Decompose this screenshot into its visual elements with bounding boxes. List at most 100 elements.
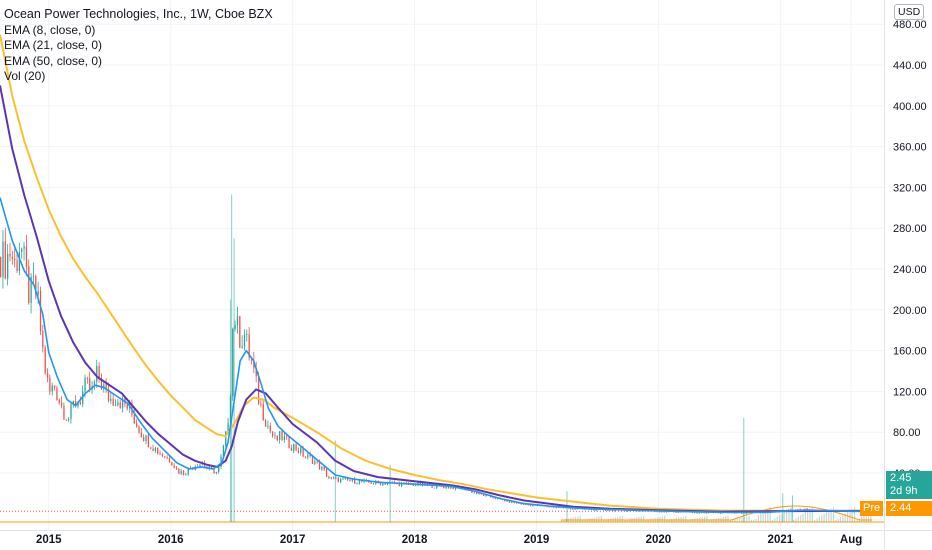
volume-bar	[856, 520, 858, 522]
candle-body	[68, 418, 70, 420]
volume-bar	[771, 520, 774, 522]
candle-body	[192, 468, 194, 470]
volume-bar	[795, 518, 797, 522]
volume-bar	[837, 518, 839, 522]
time-tick-label: 2021	[768, 534, 794, 546]
volume-bar	[769, 507, 771, 522]
volume-bar	[600, 516, 602, 522]
candle-body	[665, 511, 668, 513]
candle-body	[281, 431, 283, 441]
volume-bar	[800, 515, 802, 522]
candle-body	[114, 405, 117, 406]
candle-body	[239, 316, 241, 348]
candle-body	[302, 447, 304, 457]
chart-legend: Ocean Power Technologies, Inc., 1W, Cboe…	[4, 7, 273, 85]
candle-body	[347, 478, 349, 481]
volume-bar	[725, 516, 727, 522]
volume-bar	[830, 508, 832, 522]
candle-body	[225, 431, 227, 446]
candle-body	[382, 483, 384, 486]
candle-body	[325, 469, 328, 477]
candle-body	[307, 454, 309, 458]
candle-body	[471, 490, 473, 493]
candle-body	[340, 478, 342, 483]
time-tick-label: 2019	[524, 534, 550, 546]
candle-body	[65, 419, 67, 421]
ema50-legend[interactable]: EMA (50, close, 0)	[4, 53, 103, 68]
candle-body	[386, 483, 389, 485]
candle-body	[450, 486, 452, 489]
candle-body	[264, 420, 267, 427]
volume-bar	[816, 518, 818, 522]
volume-bar	[865, 513, 867, 522]
volume-bar	[577, 516, 579, 522]
volume-bar	[781, 513, 783, 522]
candle-body	[246, 334, 248, 335]
candle-body	[173, 465, 175, 468]
candle-body	[593, 509, 595, 511]
candle-body	[447, 486, 450, 489]
volume-bar	[645, 520, 647, 522]
price-tick-label: 400.00	[893, 101, 927, 113]
price-tick-label: 120.00	[893, 386, 927, 398]
candle-body	[44, 347, 46, 373]
candle-body	[705, 512, 708, 514]
candle-body	[182, 470, 185, 476]
candle-body	[21, 248, 23, 252]
candle-body	[30, 276, 32, 303]
candle-body	[654, 511, 656, 513]
volume-bar	[668, 519, 670, 522]
candle-body	[614, 509, 616, 512]
ema21-legend[interactable]: EMA (21, close, 0)	[4, 38, 103, 52]
volume-bar	[846, 512, 849, 522]
volume-bar	[832, 507, 835, 522]
candle-body	[318, 461, 321, 470]
candle-body	[143, 437, 145, 442]
candle-body	[330, 477, 332, 479]
candle-body	[86, 377, 89, 379]
volume-bar	[776, 516, 778, 522]
volume-bar	[708, 520, 710, 522]
volume-bar	[603, 520, 605, 522]
candle-body	[89, 378, 91, 390]
candle-body	[349, 480, 351, 481]
candle-body	[96, 366, 98, 382]
candle-body	[222, 445, 225, 457]
candle-body	[232, 328, 234, 397]
candle-body	[171, 462, 173, 466]
volume-bar	[736, 518, 738, 522]
time-tick-label: Aug	[840, 534, 862, 546]
candle-body	[354, 478, 356, 484]
volume-bar	[828, 510, 830, 522]
candle-body	[415, 484, 417, 486]
candle-body	[300, 447, 302, 453]
candle-body	[290, 448, 293, 451]
price-tick-label: 440.00	[893, 60, 927, 72]
candle-body	[72, 401, 74, 404]
volume-bar	[682, 516, 685, 522]
time-tick-label: 2017	[280, 534, 306, 546]
price-tick-label: 200.00	[893, 305, 927, 317]
candle-body	[236, 316, 239, 326]
candle-body	[218, 466, 220, 473]
candle-body	[272, 431, 274, 437]
candle-body	[204, 463, 206, 467]
candle-body	[243, 334, 246, 347]
price-tick-label: 80.00	[893, 427, 921, 439]
candle-body	[452, 486, 454, 490]
currency-button[interactable]: USD	[894, 4, 925, 20]
candle-body	[14, 259, 16, 261]
candle-body	[527, 504, 529, 506]
volume-bar	[560, 520, 563, 522]
candle-body	[11, 256, 14, 260]
candle-body	[79, 402, 82, 404]
volume-bar	[788, 508, 790, 522]
volume-bar	[739, 518, 741, 522]
volume-bar	[626, 519, 628, 522]
ema8-legend[interactable]: EMA (8, close, 0)	[4, 22, 96, 37]
symbol-title[interactable]: Ocean Power Technologies, Inc., 1W, Cboe…	[4, 7, 273, 21]
volume-legend[interactable]: Vol (20)	[4, 69, 46, 83]
candle-body	[358, 480, 361, 484]
candle-body	[511, 501, 513, 503]
